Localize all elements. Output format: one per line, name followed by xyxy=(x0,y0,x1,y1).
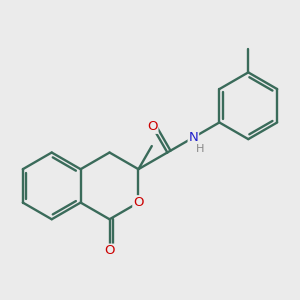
Text: O: O xyxy=(104,244,115,257)
Text: N: N xyxy=(188,131,198,144)
Text: H: H xyxy=(196,144,204,154)
Text: O: O xyxy=(147,120,158,133)
Text: O: O xyxy=(133,196,144,209)
